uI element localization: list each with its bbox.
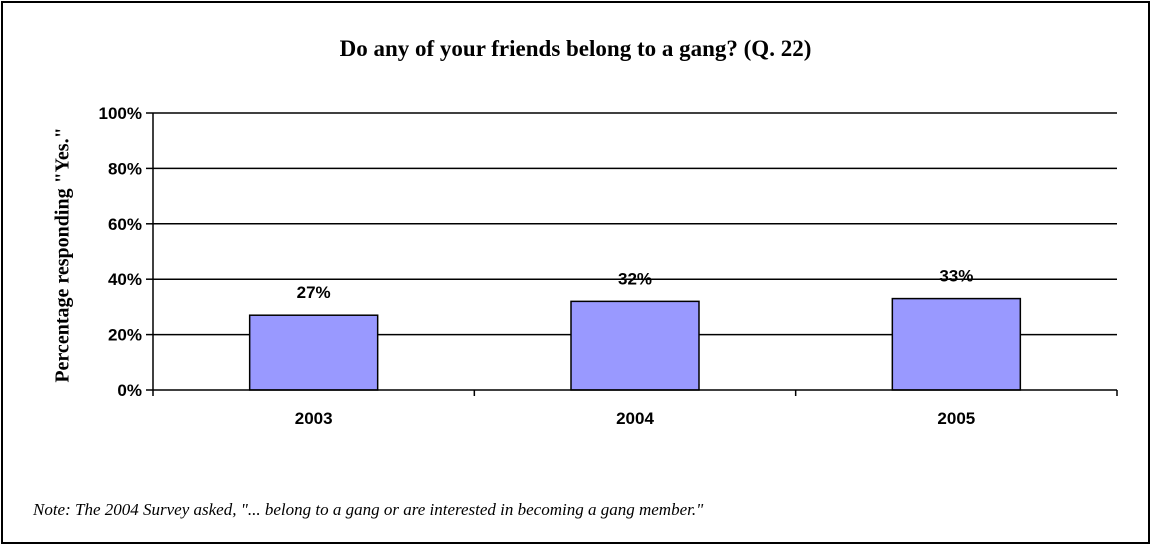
x-tick-label: 2004 [616,409,654,428]
chart-note: Note: The 2004 Survey asked, "... belong… [33,500,704,519]
bar [891,297,1022,391]
x-tick-label: 2005 [937,409,975,428]
bar [570,300,700,391]
y-tick-label: 100% [99,104,142,123]
y-tick-label: 60% [108,215,142,234]
data-label: 33% [939,267,973,286]
y-tick-label: 0% [117,381,142,400]
data-label: 32% [618,269,652,288]
data-label: 27% [297,283,331,302]
chart-title: Do any of your friends belong to a gang?… [339,36,812,61]
y-tick-label: 80% [108,159,142,178]
bar [248,314,379,391]
y-tick-label: 40% [108,270,142,289]
y-tick-label: 20% [108,326,142,345]
x-tick-label: 2003 [295,409,333,428]
